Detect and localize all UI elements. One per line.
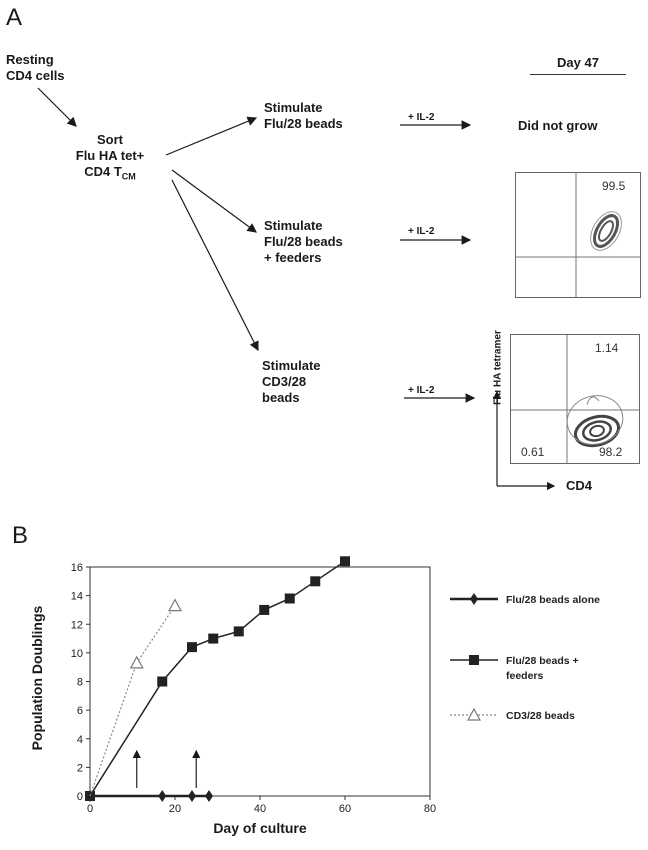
- x-tick-label: 60: [339, 803, 351, 815]
- facs-plot-1: 99.5: [515, 172, 641, 298]
- arrow-sort-to-branch-3: [171, 179, 259, 352]
- x-axis-label: Day of culture: [213, 820, 307, 836]
- facs-2-y-axis-label: Flu HA tetramer: [492, 330, 504, 405]
- panel-a-letter: A: [6, 4, 23, 31]
- sort-line-3-text: CD4 T: [84, 164, 122, 179]
- facs-2-axis-arrows: [492, 390, 556, 491]
- did-not-grow-label: Did not grow: [518, 118, 598, 133]
- facs-plot-2: 1.14 0.61 98.2: [510, 334, 640, 464]
- x-tick-label: 20: [169, 803, 181, 815]
- sort-line-1: Sort: [97, 132, 123, 147]
- arrow-sort-to-branch-2: [171, 169, 257, 233]
- population-doublings-chart: 0 20 40 60 80 0 2 4 6 8 10 12 14 16 Flu/28 beads alon…: [29, 556, 600, 836]
- branch-1-line-2: Flu/28 beads: [264, 116, 343, 131]
- y-axis-label: Population Doublings: [29, 605, 45, 750]
- x-tick-label: 80: [424, 803, 436, 815]
- y-tick-label: 12: [71, 619, 83, 631]
- y-tick-label: 4: [77, 734, 83, 746]
- branch-3-line-2: CD3/28: [262, 374, 307, 389]
- chart-axes: 0 20 40 60 80 0 2 4 6 8 10 12 14 16: [71, 562, 436, 815]
- arrow-sort-to-branch-1: [165, 116, 258, 156]
- series-1-point: [157, 676, 168, 687]
- il2-label-1: + IL-2: [408, 112, 435, 123]
- day-header-underline: [530, 74, 626, 75]
- facs-2-upper-right-value: 1.14: [595, 341, 619, 355]
- panel-b-letter: B: [12, 522, 29, 549]
- y-tick-label: 16: [71, 562, 83, 574]
- branch-3-line-3: beads: [262, 390, 300, 405]
- series-1-point: [233, 626, 244, 637]
- sort-label: Sort Flu HA tet+ CD4 TCM: [52, 132, 168, 185]
- il2-label-2: + IL-2: [408, 226, 435, 237]
- branch-1-line-1: Stimulate: [264, 100, 323, 115]
- series-1-point: [187, 642, 197, 653]
- chart-series: [85, 556, 350, 802]
- series-line-2: [89, 605, 176, 797]
- panel-a-arrows: [37, 87, 476, 403]
- legend-marker-0: [470, 593, 478, 605]
- series-2-point: [167, 598, 183, 612]
- series-0-point: [205, 790, 213, 802]
- branch-3-line-1: Stimulate: [262, 358, 321, 373]
- sort-subscript: CM: [121, 171, 136, 182]
- branch-2-line-3: + feeders: [264, 250, 322, 265]
- branch-3-label: Stimulate CD3/28 beads: [262, 358, 321, 406]
- x-tick-label: 0: [87, 803, 93, 815]
- chart-legend: Flu/28 beads alone Flu/28 beads + feeders C…: [450, 593, 600, 722]
- resting-line-1: Resting: [6, 52, 54, 67]
- facs-plot-2-content: [511, 335, 639, 463]
- series-1-point: [208, 633, 219, 644]
- y-tick-label: 0: [77, 791, 83, 803]
- legend-label-0: Flu/28 beads alone: [506, 594, 600, 606]
- facs-plot-2-contours: [566, 395, 624, 448]
- branch-2-line-2: Flu/28 beads: [264, 234, 343, 249]
- resting-cells-label: Resting CD4 cells: [6, 52, 65, 84]
- facs-2-x-axis-label: CD4: [566, 478, 593, 493]
- facs-plot-1-contours: [590, 211, 622, 251]
- sort-line-3: CD4 TCM: [52, 164, 168, 185]
- y-tick-label: 2: [77, 762, 83, 774]
- il2-label-3: + IL-2: [408, 385, 435, 396]
- x-tick-label: 40: [254, 803, 266, 815]
- arrow-resting-to-sort: [37, 87, 77, 127]
- legend-label-2: CD3/28 beads: [506, 710, 575, 722]
- y-tick-label: 10: [71, 648, 83, 660]
- legend-marker-2: [466, 707, 482, 721]
- series-1-point: [259, 604, 270, 615]
- series-1-point: [284, 593, 295, 604]
- y-tick-label: 8: [77, 677, 83, 689]
- series-2-point: [129, 655, 144, 669]
- day-header: Day 47: [557, 55, 599, 70]
- branch-2-label: Stimulate Flu/28 beads + feeders: [264, 218, 343, 266]
- series-line-1: [89, 560, 346, 797]
- series-0-point: [158, 790, 167, 802]
- branch-2-line-1: Stimulate: [264, 218, 323, 233]
- facs-plot-1-content: [516, 173, 640, 297]
- facs-2-lower-left-value: 0.61: [521, 445, 545, 459]
- sort-line-2: Flu HA tet+: [75, 148, 145, 163]
- y-tick-label: 6: [77, 705, 83, 717]
- series-1-point: [310, 576, 321, 587]
- resting-line-2: CD4 cells: [6, 68, 65, 83]
- legend-label-1: Flu/28 beads + feeders: [506, 655, 579, 682]
- series-0-point: [188, 790, 196, 802]
- facs-2-lower-right-value: 98.2: [599, 445, 623, 459]
- series-1-point: [340, 556, 350, 567]
- y-tick-label: 14: [71, 591, 83, 603]
- legend-marker-1: [469, 655, 479, 665]
- facs-1-upper-right-value: 99.5: [602, 179, 626, 193]
- branch-1-label: Stimulate Flu/28 beads: [264, 100, 343, 132]
- plot-frame: [89, 566, 431, 797]
